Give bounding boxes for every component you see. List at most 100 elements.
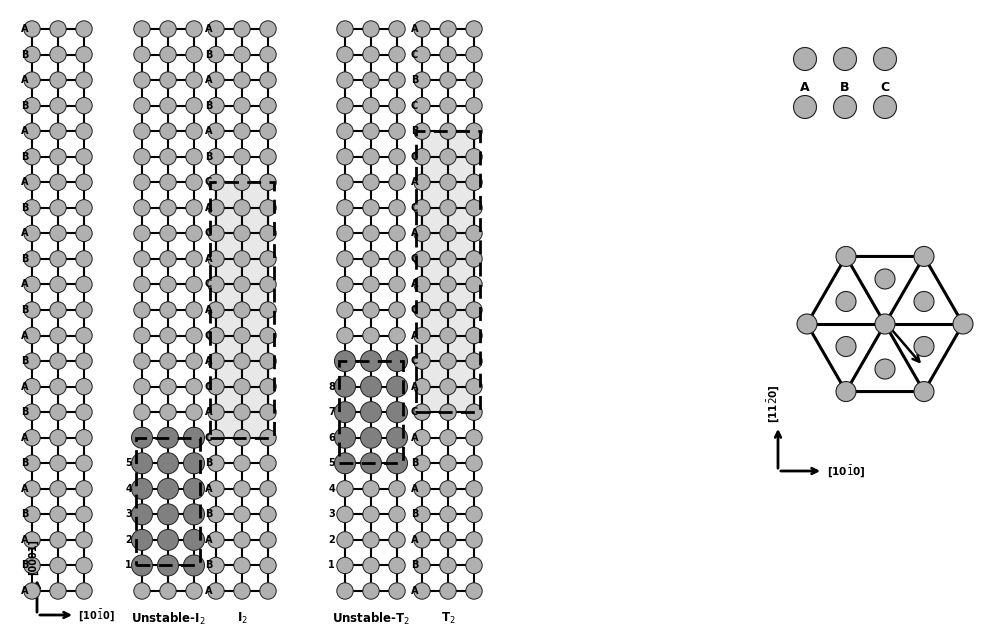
Circle shape	[24, 174, 40, 191]
Circle shape	[260, 251, 276, 267]
Circle shape	[337, 532, 353, 548]
Circle shape	[208, 174, 224, 191]
Circle shape	[208, 302, 224, 318]
Circle shape	[260, 199, 276, 216]
Circle shape	[260, 174, 276, 191]
Circle shape	[186, 583, 202, 599]
Circle shape	[363, 251, 379, 267]
Text: 4: 4	[328, 484, 335, 494]
Circle shape	[76, 557, 92, 574]
Circle shape	[50, 353, 66, 369]
Circle shape	[360, 427, 382, 448]
Text: A: A	[205, 203, 212, 213]
Circle shape	[160, 276, 176, 292]
Circle shape	[466, 251, 482, 267]
Circle shape	[76, 72, 92, 88]
Circle shape	[440, 123, 456, 140]
Circle shape	[186, 430, 202, 446]
Circle shape	[208, 404, 224, 420]
Text: B: B	[840, 81, 850, 94]
Circle shape	[76, 251, 92, 267]
Circle shape	[208, 251, 224, 267]
Circle shape	[234, 404, 250, 420]
Circle shape	[260, 148, 276, 165]
Text: A: A	[205, 24, 212, 34]
Circle shape	[134, 379, 150, 395]
Circle shape	[50, 251, 66, 267]
Circle shape	[363, 506, 379, 523]
Circle shape	[160, 251, 176, 267]
Circle shape	[334, 350, 356, 372]
Circle shape	[337, 302, 353, 318]
Circle shape	[389, 225, 405, 242]
Circle shape	[363, 557, 379, 574]
Circle shape	[414, 72, 430, 88]
Circle shape	[24, 302, 40, 318]
Circle shape	[234, 327, 250, 343]
Circle shape	[466, 97, 482, 114]
Circle shape	[24, 148, 40, 165]
Text: T$_2$: T$_2$	[441, 611, 455, 626]
Circle shape	[466, 72, 482, 88]
Circle shape	[134, 583, 150, 599]
Text: A: A	[411, 228, 418, 238]
Circle shape	[260, 506, 276, 523]
Text: B: B	[411, 560, 418, 571]
Circle shape	[132, 555, 152, 576]
Circle shape	[234, 97, 250, 114]
Circle shape	[208, 455, 224, 472]
Circle shape	[914, 382, 934, 401]
Text: B: B	[205, 50, 212, 60]
Circle shape	[76, 532, 92, 548]
Circle shape	[76, 481, 92, 497]
Circle shape	[386, 453, 408, 474]
Circle shape	[234, 353, 250, 369]
Circle shape	[208, 47, 224, 63]
Circle shape	[186, 174, 202, 191]
Circle shape	[337, 251, 353, 267]
Circle shape	[208, 506, 224, 523]
Circle shape	[414, 327, 430, 343]
Text: 5: 5	[328, 459, 335, 468]
Circle shape	[24, 404, 40, 420]
Circle shape	[440, 353, 456, 369]
Circle shape	[158, 555, 178, 576]
Text: B: B	[411, 126, 418, 136]
Text: C: C	[411, 305, 418, 315]
Circle shape	[50, 506, 66, 523]
Circle shape	[914, 337, 934, 357]
Circle shape	[875, 359, 895, 379]
Circle shape	[24, 353, 40, 369]
Circle shape	[160, 583, 176, 599]
Circle shape	[440, 199, 456, 216]
Circle shape	[260, 455, 276, 472]
Circle shape	[363, 327, 379, 343]
Text: A: A	[21, 126, 28, 136]
Circle shape	[466, 21, 482, 37]
Circle shape	[440, 379, 456, 395]
Text: C: C	[880, 81, 890, 94]
Circle shape	[186, 327, 202, 343]
Circle shape	[466, 557, 482, 574]
Circle shape	[76, 199, 92, 216]
Circle shape	[363, 225, 379, 242]
Text: A: A	[411, 484, 418, 494]
Circle shape	[334, 376, 356, 397]
Circle shape	[337, 225, 353, 242]
Circle shape	[184, 504, 205, 525]
Circle shape	[134, 72, 150, 88]
Text: C: C	[411, 356, 418, 366]
Circle shape	[466, 353, 482, 369]
Circle shape	[440, 327, 456, 343]
Circle shape	[184, 530, 205, 550]
Text: C: C	[205, 177, 212, 187]
Circle shape	[158, 427, 178, 448]
Text: 2: 2	[328, 535, 335, 545]
Circle shape	[134, 123, 150, 140]
Circle shape	[50, 379, 66, 395]
Circle shape	[466, 47, 482, 63]
Circle shape	[76, 379, 92, 395]
Circle shape	[466, 506, 482, 523]
Text: B: B	[205, 459, 212, 468]
Text: A: A	[21, 279, 28, 289]
